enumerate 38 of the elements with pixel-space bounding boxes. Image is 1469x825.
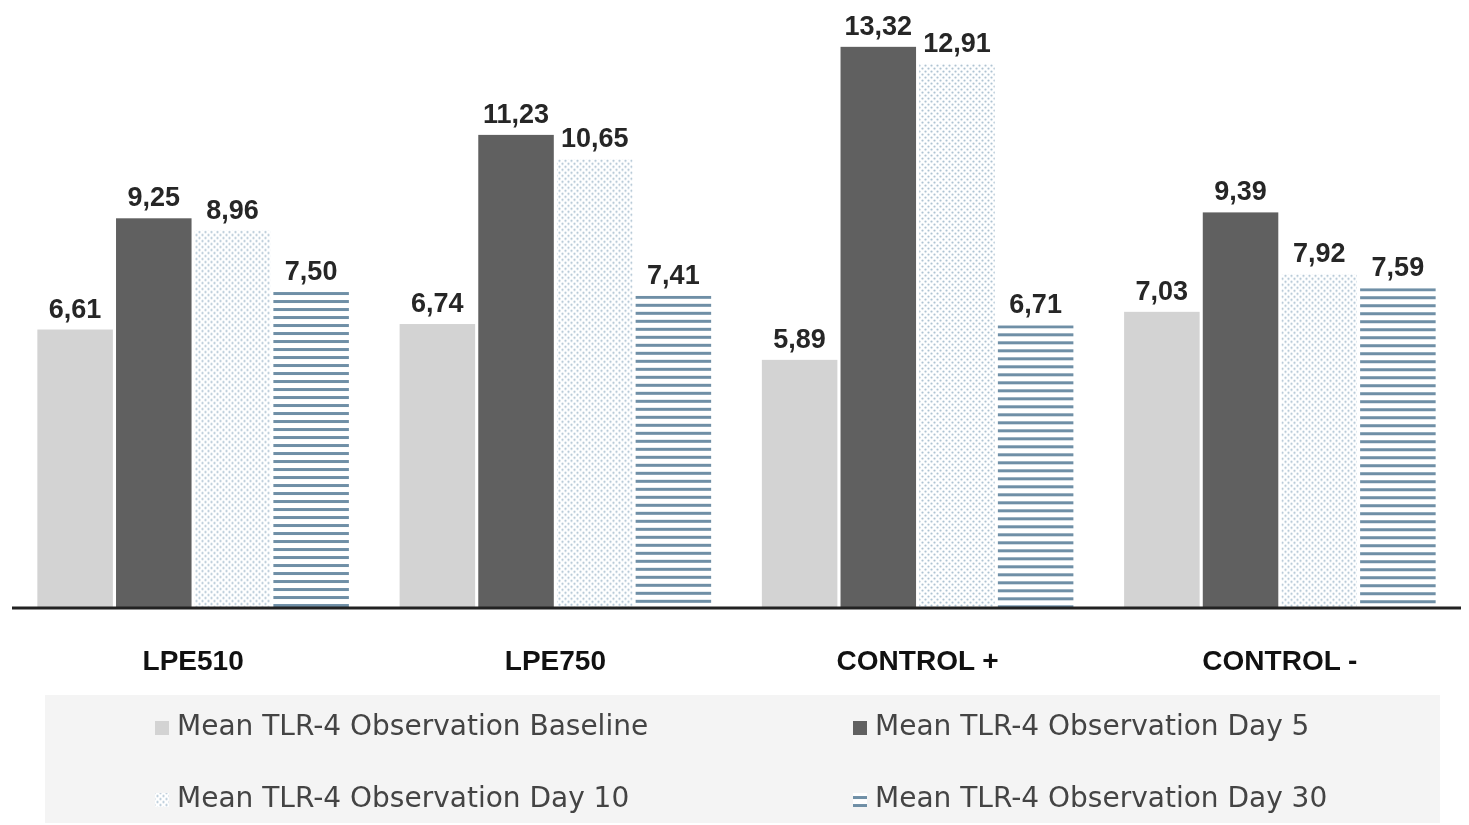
data-label: 8,96 [206, 194, 259, 225]
x-tick-label: CONTROL + [836, 645, 999, 676]
bar [1281, 274, 1357, 608]
bar [273, 292, 349, 608]
bar [556, 159, 633, 608]
data-label: 7,03 [1135, 275, 1189, 306]
legend-label: Mean TLR-4 Observation Day 5 [875, 709, 1310, 742]
bar [1124, 311, 1200, 608]
data-label: 6,71 [1009, 289, 1062, 320]
data-label: 13,32 [844, 10, 913, 41]
bar [116, 218, 192, 608]
data-label: 7,92 [1292, 238, 1346, 269]
data-label: 9,39 [1214, 176, 1267, 207]
legend-label: Mean TLR-4 Observation Baseline [177, 709, 649, 742]
bar [194, 230, 271, 608]
data-label: 7,50 [284, 256, 338, 287]
x-tick-label: LPE510 [142, 645, 244, 676]
bar [1202, 212, 1279, 608]
bar [478, 134, 554, 608]
bar [919, 64, 995, 608]
x-tick-label: CONTROL - [1202, 645, 1358, 676]
data-label: 5,89 [773, 323, 826, 354]
data-label: 12,91 [923, 28, 991, 59]
data-label: 9,25 [127, 182, 181, 213]
data-label: 6,61 [48, 293, 102, 324]
bar [840, 46, 917, 608]
legend-label: Mean TLR-4 Observation Day 10 [177, 781, 630, 814]
data-label: 11,23 [483, 98, 550, 129]
legend-label: Mean TLR-4 Observation Day 30 [875, 781, 1328, 814]
bar [37, 329, 113, 608]
data-label: 7,59 [1371, 252, 1425, 283]
x-tick-label: LPE750 [504, 645, 606, 676]
bar [997, 325, 1074, 608]
data-label: 10,65 [560, 123, 629, 154]
bar [399, 324, 476, 608]
bar [761, 359, 838, 608]
data-label: 6,74 [411, 288, 464, 319]
data-label: 7,41 [647, 259, 700, 290]
